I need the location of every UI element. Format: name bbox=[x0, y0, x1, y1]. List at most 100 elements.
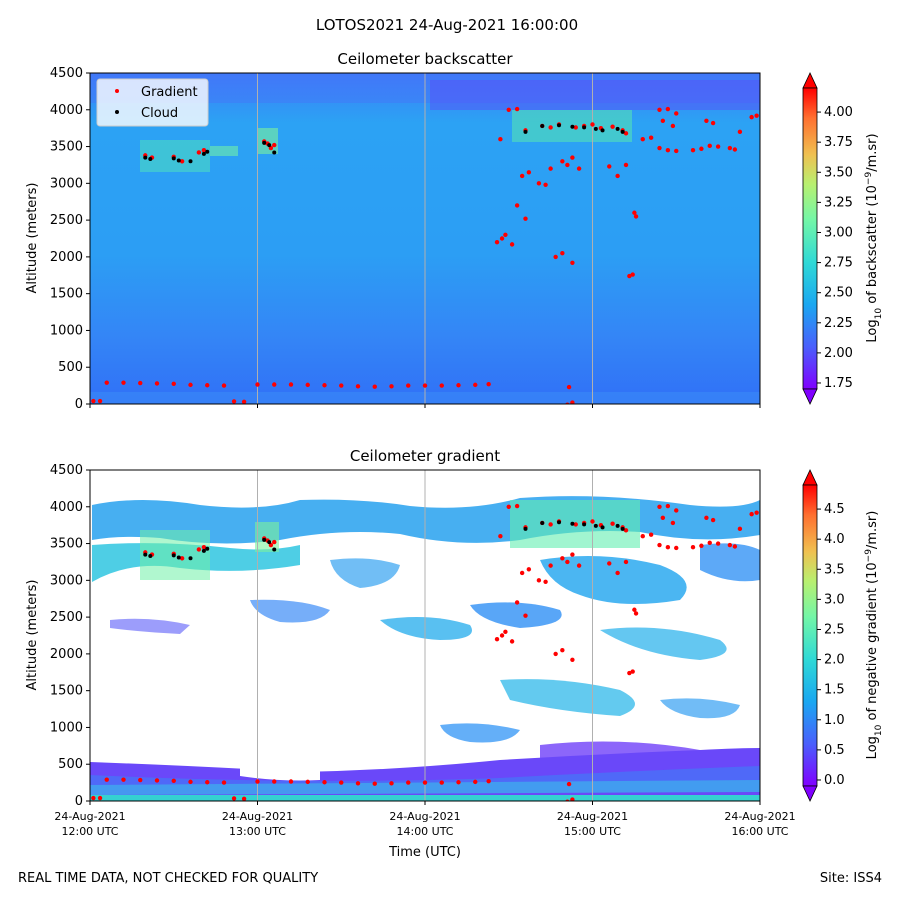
gradient-point bbox=[657, 107, 662, 112]
gradient-point bbox=[543, 579, 548, 585]
gradient-point bbox=[566, 384, 572, 390]
gradient-point bbox=[660, 515, 666, 521]
gradient-point bbox=[648, 135, 654, 140]
gradient-point bbox=[737, 526, 743, 532]
cloud-point bbox=[262, 537, 267, 542]
y-tick-label: 4500 bbox=[50, 463, 83, 478]
gradient-point bbox=[171, 381, 176, 386]
gradient-point bbox=[509, 242, 515, 247]
gradient-point bbox=[514, 600, 520, 605]
gradient-point bbox=[727, 145, 733, 151]
gradient-point bbox=[576, 563, 582, 568]
colorbar-tick-label: 1.75 bbox=[824, 376, 853, 391]
y-tick-label: 1000 bbox=[50, 323, 83, 338]
gradient-point bbox=[632, 210, 637, 215]
gradient-point bbox=[553, 254, 558, 260]
cloud-point bbox=[176, 555, 181, 560]
y-tick-label: 3500 bbox=[50, 537, 83, 552]
gradient-point bbox=[519, 173, 525, 179]
gradient-point bbox=[272, 142, 277, 148]
cloud-point bbox=[188, 556, 193, 561]
backscatter-colorbar-label: Log10 of backscatter (10−9/m.sr) bbox=[864, 133, 884, 342]
gradient-point bbox=[670, 520, 676, 526]
gradient-point bbox=[406, 383, 411, 388]
gradient-point bbox=[570, 657, 575, 662]
backscatter-x-ticks bbox=[89, 404, 761, 408]
gradient-point bbox=[97, 398, 103, 404]
gradient-point bbox=[623, 528, 629, 533]
colorbar-gradient bbox=[802, 484, 818, 787]
cloud-point bbox=[593, 126, 598, 131]
gradient-point bbox=[690, 545, 696, 550]
gradient-point bbox=[519, 570, 525, 576]
colorbar-tick-label: 3.75 bbox=[824, 135, 853, 150]
gradient-point bbox=[560, 556, 565, 561]
cloud-point bbox=[540, 123, 545, 128]
cloud-point bbox=[201, 151, 206, 156]
gradient-point bbox=[241, 796, 247, 801]
y-tick-label: 3500 bbox=[50, 140, 83, 155]
gradient-point bbox=[154, 778, 160, 783]
gradient-point bbox=[565, 559, 570, 565]
gradient-point bbox=[715, 144, 721, 149]
gradient-point bbox=[623, 162, 629, 168]
gradient-gridlines bbox=[257, 470, 593, 801]
gradient-point bbox=[179, 556, 185, 561]
gradient-point bbox=[570, 155, 575, 160]
gradient-point bbox=[372, 384, 377, 389]
backscatter-gridlines bbox=[257, 73, 593, 404]
cloud-point bbox=[171, 553, 176, 558]
gradient-point bbox=[523, 613, 528, 618]
gradient-y-label: Altitude (meters) bbox=[25, 580, 40, 691]
gradient-point bbox=[665, 148, 671, 153]
gradient-point bbox=[548, 166, 553, 171]
colorbar-tick-label: 2.0 bbox=[824, 653, 845, 668]
gradient-point bbox=[201, 545, 207, 550]
gradient-title: Ceilometer gradient bbox=[350, 447, 500, 465]
gradient-point bbox=[536, 181, 542, 186]
gradient-point bbox=[623, 131, 629, 136]
cloud-point bbox=[615, 126, 620, 131]
gradient-point bbox=[104, 380, 109, 385]
y-tick-label: 2000 bbox=[50, 647, 83, 662]
backscatter-panel: Ceilometer backscatter 0 500 1000 1500 2000 2… bbox=[25, 50, 884, 412]
gradient-point bbox=[699, 146, 704, 151]
gradient-point bbox=[640, 137, 645, 142]
cloud-point bbox=[582, 125, 587, 130]
gradient-point bbox=[498, 137, 503, 142]
gradient-point bbox=[633, 611, 639, 616]
gradient-point bbox=[406, 780, 411, 785]
gradient-point bbox=[536, 578, 542, 583]
gradient-point bbox=[732, 147, 738, 152]
gradient-point bbox=[623, 559, 629, 565]
gradient-point bbox=[665, 545, 671, 550]
gradient-panel: Ceilometer gradient bbox=[25, 447, 884, 860]
cloud-point bbox=[176, 158, 181, 163]
colorbar-tick-label: 3.50 bbox=[824, 165, 853, 180]
gradient-point bbox=[570, 400, 575, 404]
x-tick-label-date: 24-Aug-2021 bbox=[54, 810, 125, 823]
cloud-point bbox=[272, 150, 277, 155]
x-tick-label-time: 13:00 UTC bbox=[229, 825, 286, 838]
colorbar-tick-label: 3.00 bbox=[824, 225, 853, 240]
gradient-point bbox=[201, 148, 207, 153]
gradient-point bbox=[486, 381, 491, 387]
gradient-point bbox=[732, 544, 738, 549]
gradient-point bbox=[615, 173, 620, 179]
colorbar-tick-label: 0.0 bbox=[824, 773, 845, 788]
gradient-markers bbox=[91, 503, 759, 801]
gradient-point bbox=[221, 780, 227, 785]
gradient-point bbox=[255, 779, 260, 784]
gradient-point bbox=[640, 534, 645, 539]
gradient-point bbox=[372, 781, 377, 786]
gradient-point bbox=[205, 383, 210, 388]
gradient-point bbox=[573, 125, 578, 130]
gradient-point bbox=[506, 107, 511, 112]
gradient-point bbox=[499, 633, 505, 638]
gradient-point bbox=[305, 779, 310, 785]
backscatter-colorbar: 1.75 2.00 2.25 2.50 2.75 3.00 3.25 3.50 3.75 4.00… bbox=[802, 72, 884, 405]
gradient-point bbox=[355, 384, 361, 389]
gradient-point bbox=[389, 384, 394, 389]
legend-gradient-label: Gradient bbox=[141, 85, 198, 100]
